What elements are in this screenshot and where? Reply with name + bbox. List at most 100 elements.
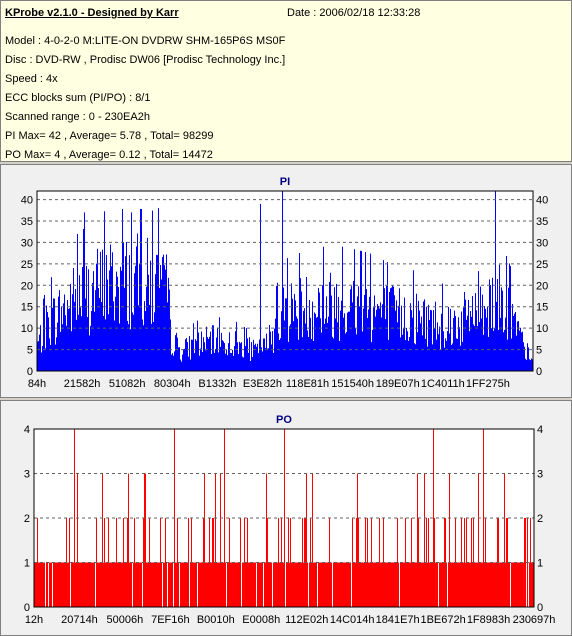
bar xyxy=(113,562,114,607)
bar-peak xyxy=(282,191,283,371)
bar xyxy=(83,228,84,371)
bar xyxy=(172,562,173,607)
bar xyxy=(414,562,415,607)
bar xyxy=(383,260,384,371)
bar xyxy=(491,562,492,607)
bar xyxy=(150,260,151,371)
bar xyxy=(424,473,425,607)
bar xyxy=(251,562,252,607)
bar xyxy=(223,341,224,371)
bar xyxy=(313,562,314,607)
bar xyxy=(467,562,468,607)
x-tick-label: 151540h xyxy=(331,378,374,390)
bar xyxy=(267,348,268,371)
bar xyxy=(409,337,410,371)
bar xyxy=(181,361,182,371)
bar xyxy=(237,342,238,371)
bar xyxy=(287,258,288,371)
bar xyxy=(75,562,76,607)
bar xyxy=(387,262,388,371)
bar xyxy=(380,562,381,607)
bar xyxy=(207,337,208,371)
bar xyxy=(109,562,110,607)
bar xyxy=(301,291,302,371)
bar xyxy=(376,562,377,607)
bar xyxy=(364,562,365,607)
bar xyxy=(436,339,437,371)
x-tick-label: B0010h xyxy=(197,614,235,626)
bar xyxy=(134,273,135,371)
bar xyxy=(68,308,69,371)
bar xyxy=(334,287,335,371)
bar xyxy=(414,343,415,371)
bar xyxy=(464,291,465,371)
bar xyxy=(413,562,414,607)
bar xyxy=(406,327,407,371)
bar xyxy=(440,562,441,607)
bar xyxy=(286,562,287,607)
bar xyxy=(521,562,522,607)
bar xyxy=(186,338,187,371)
bar xyxy=(334,562,335,607)
bar xyxy=(485,308,486,371)
bar xyxy=(363,308,364,371)
bar xyxy=(60,562,61,607)
po-stats: PO Max= 4 , Average= 0.12 , Total= 14472 xyxy=(5,149,213,161)
bar xyxy=(350,289,351,371)
x-tick-label: 1BE672h xyxy=(420,614,465,626)
bar xyxy=(501,287,502,371)
bar xyxy=(214,562,215,607)
bar xyxy=(512,303,513,371)
bar xyxy=(157,255,158,371)
bar xyxy=(111,562,112,607)
bar xyxy=(531,562,532,607)
bar xyxy=(303,310,304,371)
bar xyxy=(342,246,343,371)
bar xyxy=(68,562,69,607)
bar xyxy=(509,562,510,607)
bar xyxy=(512,562,513,607)
bar xyxy=(321,332,322,371)
series-pi xyxy=(37,191,533,371)
bar xyxy=(69,308,70,371)
bar xyxy=(423,562,424,607)
bar xyxy=(419,562,420,607)
bar xyxy=(238,562,239,607)
bar xyxy=(322,285,323,371)
bar xyxy=(100,251,101,371)
bar xyxy=(127,518,128,607)
bar xyxy=(505,317,506,371)
bar xyxy=(522,562,523,607)
bar xyxy=(126,562,127,607)
bar xyxy=(338,297,339,371)
bar xyxy=(212,518,213,607)
bar xyxy=(424,299,425,371)
bar xyxy=(67,300,68,371)
bar xyxy=(473,324,474,371)
bar xyxy=(257,343,258,371)
bar xyxy=(37,518,38,607)
bar xyxy=(73,562,74,607)
bar xyxy=(407,562,408,607)
bar xyxy=(239,562,240,607)
bar xyxy=(307,562,308,607)
bar xyxy=(405,518,406,607)
bar xyxy=(345,562,346,607)
bar xyxy=(326,296,327,371)
bar xyxy=(186,562,187,607)
bar xyxy=(431,562,432,607)
bar xyxy=(255,343,256,371)
bar xyxy=(236,321,237,371)
bar xyxy=(166,254,167,371)
bar xyxy=(90,562,91,607)
x-tick-label: 118E81h xyxy=(286,378,329,390)
bar xyxy=(475,293,476,371)
bar xyxy=(398,562,399,607)
bar xyxy=(292,298,293,371)
bar xyxy=(273,562,274,607)
bar xyxy=(464,518,465,607)
y-tick-label-left: 30 xyxy=(21,237,33,249)
bar xyxy=(171,562,172,607)
bar xyxy=(522,331,523,371)
bar xyxy=(286,298,287,371)
